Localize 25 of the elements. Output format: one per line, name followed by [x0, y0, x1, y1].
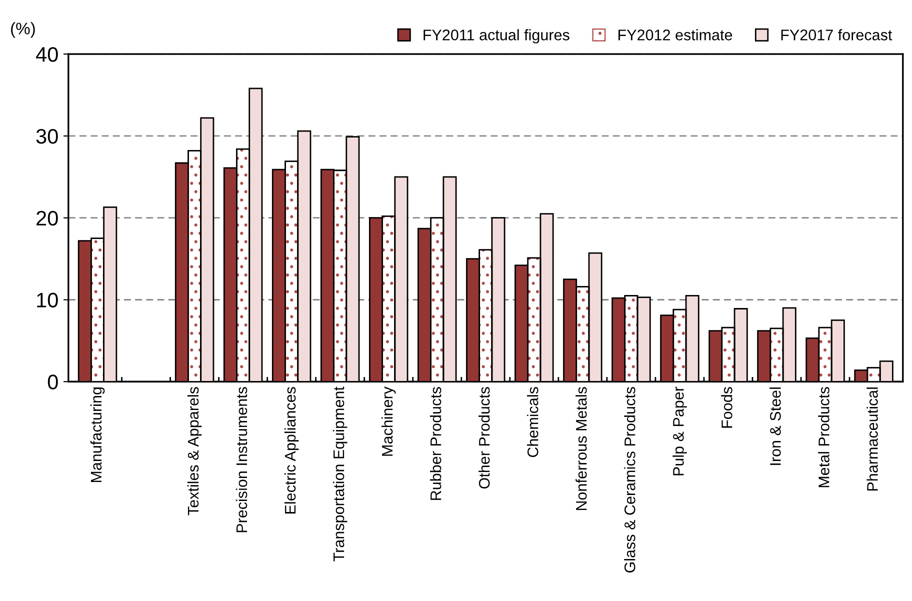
- x-tick-label: Manufacturing: [90, 387, 105, 482]
- x-tick-label: Foods: [721, 387, 732, 428]
- x-tick-label: Metal Products: [818, 387, 830, 488]
- x-tick-label: Electric Appliances: [284, 387, 299, 514]
- x-tick-label: Machinery: [381, 386, 396, 456]
- y-tick-label: 30: [36, 128, 58, 144]
- y-tick-label: 0: [48, 374, 58, 390]
- x-tick-label: Textiles & Apparels: [187, 387, 202, 516]
- legend-label: FY2012 estimate: [618, 29, 732, 40]
- y-axis-title: (%): [11, 22, 35, 38]
- x-tick-label: Other Products: [478, 387, 490, 489]
- y-tick-label: 20: [36, 210, 58, 226]
- y-tick-label: 40: [36, 47, 58, 62]
- x-tick-label: Transportation Equipment: [332, 386, 348, 562]
- x-tick-label: Glass & Ceramics Products: [624, 387, 636, 572]
- y-tick-label: 10: [37, 292, 58, 308]
- x-tick-label: Nonferrous Metals: [576, 387, 587, 510]
- x-tick-label: Iron & Steel: [770, 388, 781, 465]
- legend-label: FY2011 actual figures: [424, 29, 570, 44]
- x-tick-label: Chemicals: [527, 387, 538, 458]
- x-tick-label: Rubber Products: [430, 387, 442, 500]
- x-tick-label: Pulp & Paper: [672, 386, 687, 476]
- x-tick-label: Pharmaceutical: [866, 388, 878, 491]
- x-tick-label: Precision Instruments: [236, 387, 248, 532]
- legend-label: FY2017 forecast: [781, 29, 892, 40]
